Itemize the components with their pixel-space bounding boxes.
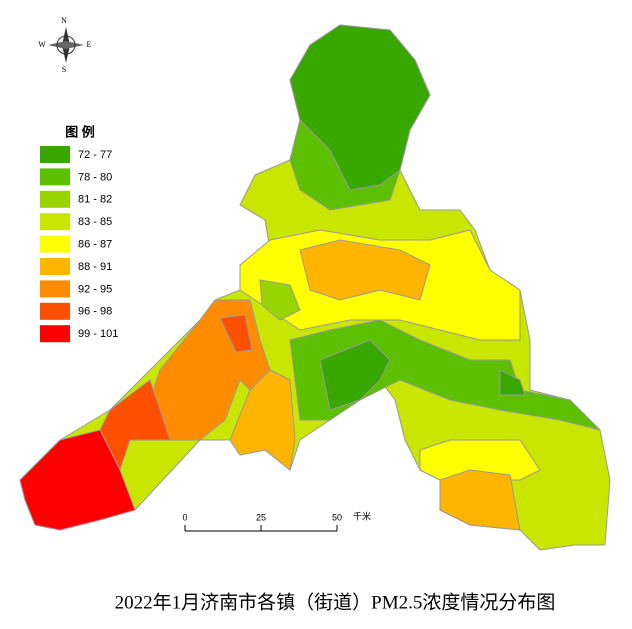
legend-swatch bbox=[40, 235, 70, 253]
map-region bbox=[229, 369, 296, 471]
legend-swatch bbox=[40, 213, 70, 231]
compass-needle bbox=[48, 41, 84, 49]
compass-ring bbox=[56, 35, 76, 55]
map-region bbox=[439, 469, 521, 531]
map-region bbox=[259, 279, 301, 321]
scale-label: 50 bbox=[332, 512, 342, 522]
legend-label: 86 - 87 bbox=[78, 239, 112, 251]
legend-title: 图 例 bbox=[65, 124, 95, 139]
legend-label: 92 - 95 bbox=[78, 283, 112, 295]
map-region bbox=[499, 369, 526, 396]
scale-bar: 千米 0 25 50 bbox=[182, 510, 371, 532]
compass: N S E W bbox=[38, 16, 91, 74]
legend-swatch bbox=[40, 325, 70, 343]
legend-label: 78 - 80 bbox=[78, 171, 112, 183]
map-region bbox=[219, 314, 253, 353]
compass-w: W bbox=[38, 40, 46, 49]
legend-swatch bbox=[40, 168, 70, 186]
legend-swatch bbox=[40, 302, 70, 320]
legend-swatch bbox=[40, 280, 70, 298]
legend-label: 81 - 82 bbox=[78, 194, 112, 206]
compass-s: S bbox=[62, 65, 66, 74]
compass-e: E bbox=[87, 40, 92, 49]
legend-swatch bbox=[40, 190, 70, 208]
legend: 图 例 72 - 77 78 - 80 81 - 82 83 - 85 86 - 87 8… bbox=[40, 124, 118, 343]
map-region bbox=[19, 429, 136, 531]
legend-label: 96 - 98 bbox=[78, 306, 112, 318]
legend-swatch bbox=[40, 146, 70, 163]
map-region bbox=[319, 339, 391, 411]
map-region bbox=[289, 24, 431, 191]
map-region bbox=[419, 439, 541, 481]
legend-label: 99 - 101 bbox=[78, 328, 118, 340]
map-region bbox=[299, 239, 431, 301]
legend-label: 88 - 91 bbox=[78, 261, 112, 273]
compass-n: N bbox=[61, 16, 67, 25]
legend-label: 72 - 77 bbox=[78, 149, 112, 161]
legend-label: 83 - 85 bbox=[78, 216, 112, 228]
scale-unit: 千米 bbox=[353, 510, 371, 521]
scale-label: 25 bbox=[256, 512, 266, 522]
legend-swatch bbox=[40, 258, 70, 275]
map-title: 2022年1月济南市各镇（街道）PM2.5浓度情况分布图 bbox=[115, 591, 556, 613]
map bbox=[19, 24, 611, 551]
scale-label: 0 bbox=[182, 512, 187, 522]
